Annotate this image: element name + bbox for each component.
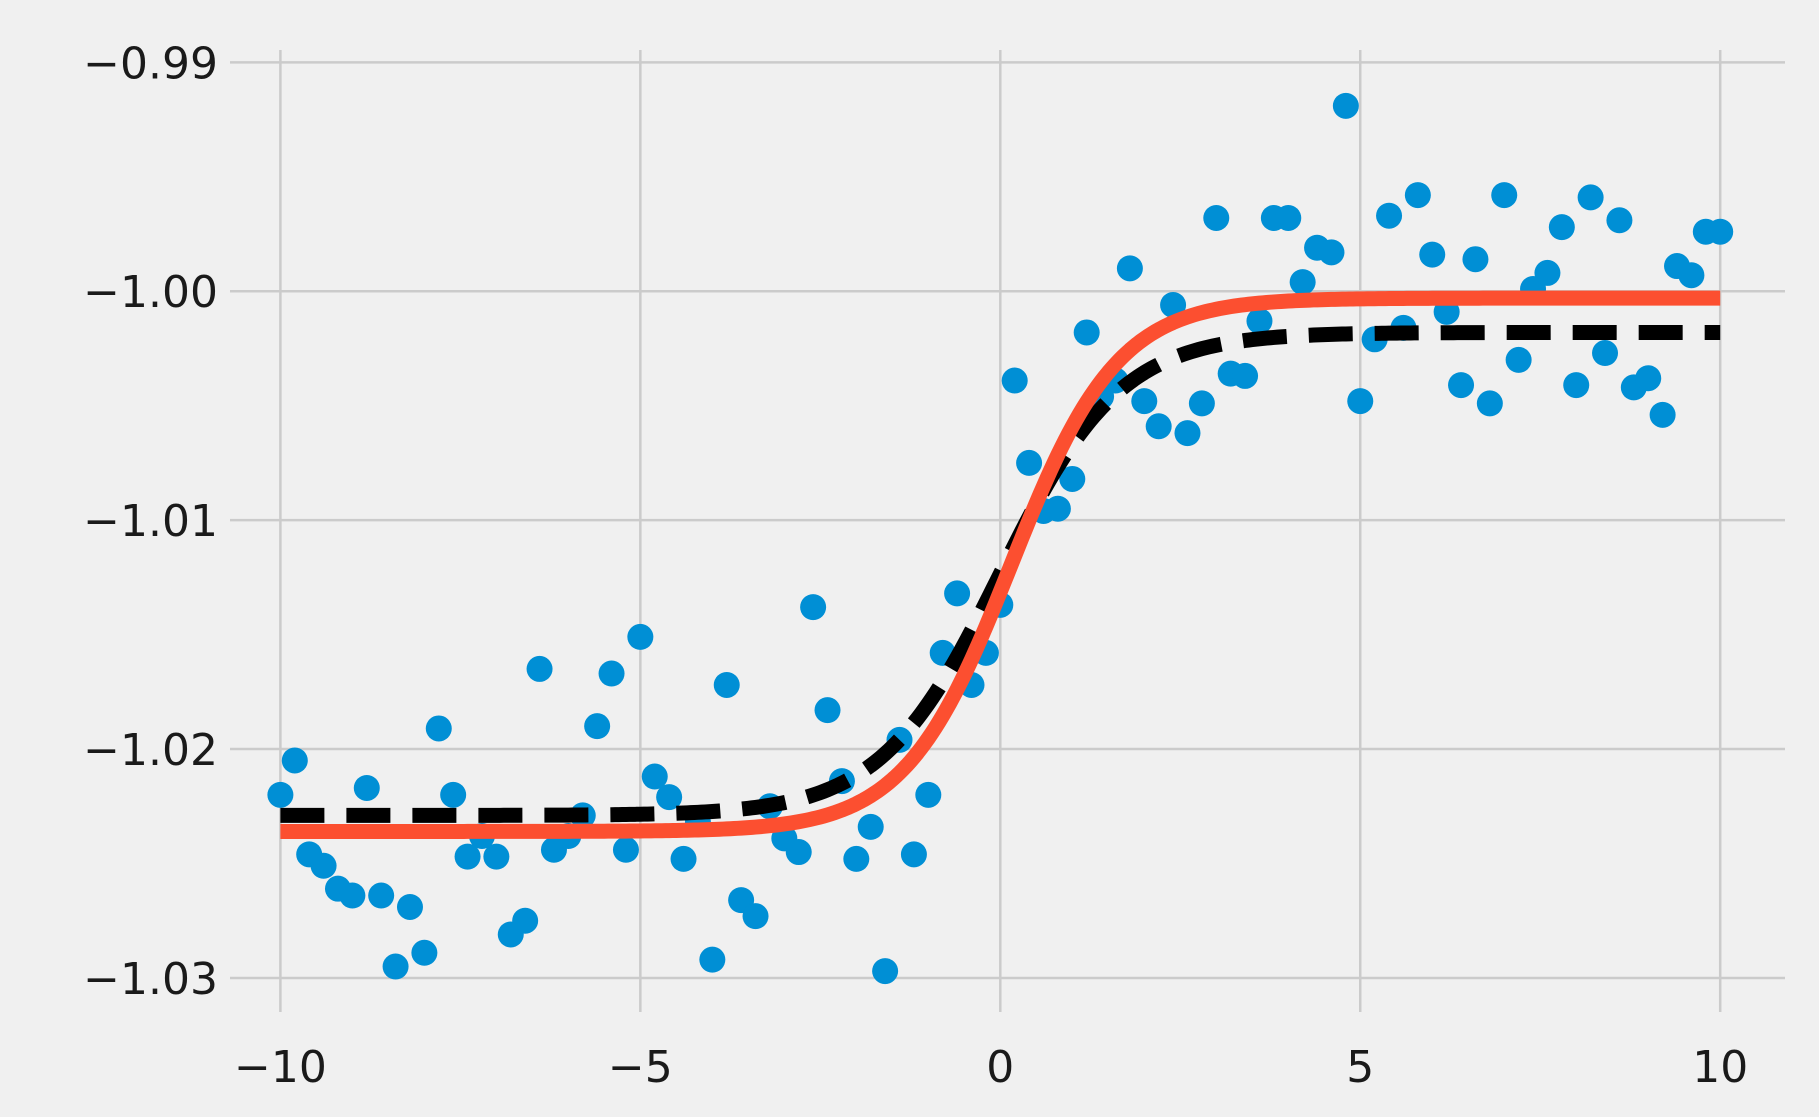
data-point xyxy=(1476,390,1503,417)
data-point xyxy=(396,893,423,920)
data-point xyxy=(1606,207,1633,234)
data-point xyxy=(641,763,668,790)
data-point xyxy=(944,580,971,607)
data-point xyxy=(1534,259,1561,286)
data-point xyxy=(1188,390,1215,417)
data-point xyxy=(627,623,654,650)
data-point xyxy=(1275,204,1302,231)
data-point xyxy=(1174,420,1201,447)
data-point xyxy=(1649,401,1676,428)
data-point xyxy=(281,747,308,774)
data-point xyxy=(1246,307,1273,334)
data-point xyxy=(1548,214,1575,241)
data-point xyxy=(1404,182,1431,209)
data-point xyxy=(699,946,726,973)
data-point xyxy=(1016,449,1043,476)
data-point xyxy=(454,843,481,870)
data-point xyxy=(339,882,366,909)
data-point xyxy=(1448,372,1475,399)
data-point xyxy=(1059,465,1086,492)
y-tick-label: −1.00 xyxy=(83,267,218,318)
data-point xyxy=(310,852,337,879)
data-point xyxy=(742,903,769,930)
y-tick-label: −1.02 xyxy=(83,725,218,776)
data-point xyxy=(1505,346,1532,373)
data-point xyxy=(1160,291,1187,318)
y-tick-label: −0.99 xyxy=(83,38,218,89)
data-point xyxy=(1044,495,1071,522)
data-point xyxy=(915,781,942,808)
data-point xyxy=(440,781,467,808)
data-point xyxy=(1332,92,1359,119)
data-point xyxy=(800,594,827,621)
x-tick-label: 10 xyxy=(1692,1042,1748,1093)
data-point xyxy=(1001,367,1028,394)
plot-series xyxy=(267,92,1734,985)
data-point xyxy=(1347,388,1374,415)
tick-labels: −10 −5 0 5 10 −1.03 −1.02 −1.01 −1.00 −0.99 xyxy=(83,38,1748,1093)
data-point xyxy=(1318,239,1345,266)
data-point xyxy=(1635,365,1662,392)
data-point xyxy=(1707,218,1734,245)
x-tick-label: 5 xyxy=(1346,1042,1374,1093)
data-point xyxy=(1563,372,1590,399)
data-point xyxy=(411,939,438,966)
data-point xyxy=(857,813,884,840)
x-tick-label: 0 xyxy=(986,1042,1014,1093)
data-point xyxy=(1462,246,1489,273)
data-point xyxy=(353,774,380,801)
data-point xyxy=(1376,202,1403,229)
x-tick-label: −10 xyxy=(234,1042,327,1093)
data-point xyxy=(843,845,870,872)
data-point xyxy=(1419,241,1446,268)
data-point xyxy=(1678,262,1705,289)
data-point xyxy=(1131,388,1158,415)
data-point xyxy=(368,882,395,909)
data-point xyxy=(656,784,683,811)
data-point xyxy=(785,839,812,866)
y-tick-label: −1.01 xyxy=(83,496,218,547)
data-point xyxy=(526,655,553,682)
data-point xyxy=(612,836,639,863)
data-point xyxy=(713,671,740,698)
data-point xyxy=(267,781,294,808)
data-point xyxy=(872,958,899,985)
data-point xyxy=(1145,413,1172,440)
data-point xyxy=(1073,319,1100,346)
data-point xyxy=(670,845,697,872)
data-point xyxy=(900,841,927,868)
data-point xyxy=(1289,269,1316,296)
data-point xyxy=(425,715,452,742)
data-point xyxy=(598,660,625,687)
data-point xyxy=(1203,204,1230,231)
data-point xyxy=(1592,340,1619,367)
data-point xyxy=(814,697,841,724)
data-point xyxy=(1116,255,1143,282)
data-point xyxy=(512,907,539,934)
data-point xyxy=(382,953,409,980)
data-point xyxy=(483,843,510,870)
data-point xyxy=(584,713,611,740)
x-tick-label: −5 xyxy=(608,1042,673,1093)
data-point xyxy=(1577,184,1604,211)
fitted-model-line xyxy=(276,290,1725,839)
y-tick-label: −1.03 xyxy=(83,954,218,1005)
data-point xyxy=(1232,362,1259,389)
data-point xyxy=(1491,182,1518,209)
